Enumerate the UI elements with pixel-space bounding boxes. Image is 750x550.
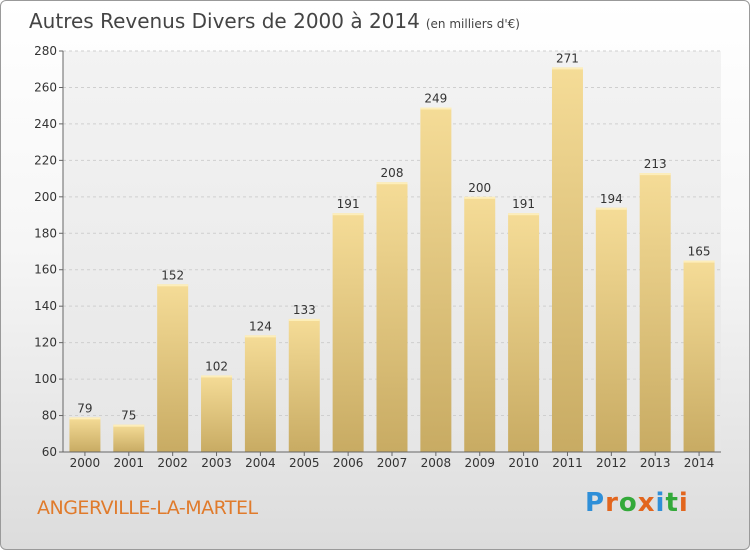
y-tick-label: 60: [42, 445, 57, 459]
x-tick-label: 2012: [596, 456, 627, 470]
data-label: 124: [249, 319, 272, 333]
proxiti-logo: Proxiti: [585, 488, 689, 518]
brand-letter: i: [678, 488, 689, 518]
chart-title: Autres Revenus Divers de 2000 à 2014 (en …: [29, 9, 520, 33]
bar: [639, 173, 671, 452]
bar-highlight: [683, 260, 715, 263]
y-tick-label: 220: [34, 153, 57, 167]
brand-letter: r: [605, 488, 619, 518]
bar: [420, 107, 452, 452]
data-label: 152: [161, 268, 184, 282]
data-label: 191: [337, 197, 360, 211]
data-label: 79: [77, 401, 92, 415]
y-tick-label: 200: [34, 190, 57, 204]
bar-highlight: [551, 67, 583, 70]
y-tick-label: 120: [34, 336, 57, 350]
bar: [508, 213, 540, 452]
y-tick-label: 100: [34, 372, 57, 386]
x-tick-label: 2007: [377, 456, 408, 470]
x-tick-label: 2006: [333, 456, 364, 470]
bar: [157, 284, 189, 452]
bar-highlight: [332, 213, 364, 216]
x-tick-label: 2010: [508, 456, 539, 470]
chart-title-text: Autres Revenus Divers de 2000 à 2014: [29, 9, 420, 33]
place-name: ANGERVILLE-LA-MARTEL: [37, 497, 258, 519]
bar: [376, 182, 408, 452]
chart-subtitle: (en milliers d'€): [425, 17, 520, 31]
bar: [288, 318, 320, 452]
x-tick-label: 2004: [245, 456, 276, 470]
bar-highlight: [244, 335, 276, 338]
x-tick-label: 2013: [640, 456, 671, 470]
data-label: 194: [600, 192, 623, 206]
bar-highlight: [508, 213, 540, 216]
x-tick-label: 2008: [421, 456, 452, 470]
bar: [464, 196, 496, 452]
y-tick-label: 260: [34, 80, 57, 94]
data-label: 75: [121, 409, 136, 423]
bar: [683, 260, 715, 452]
y-tick-label: 160: [34, 263, 57, 277]
data-label: 208: [381, 166, 404, 180]
bar-highlight: [157, 284, 189, 287]
brand-letter: t: [665, 488, 679, 518]
y-tick-label: 140: [34, 299, 57, 313]
x-tick-label: 2001: [114, 456, 145, 470]
bar: [595, 207, 627, 452]
bar-highlight: [69, 417, 101, 420]
data-label: 165: [688, 245, 711, 259]
y-tick-label: 180: [34, 226, 57, 240]
brand-letter: o: [618, 488, 638, 518]
bar: [244, 335, 276, 452]
data-label: 249: [424, 92, 447, 106]
brand-letter: P: [585, 488, 606, 518]
data-label: 213: [644, 157, 667, 171]
brand-letter: i: [655, 488, 666, 518]
y-tick-label: 80: [42, 409, 57, 423]
y-tick-label: 240: [34, 117, 57, 131]
data-label: 191: [512, 197, 535, 211]
data-label: 102: [205, 359, 228, 373]
bar-highlight: [464, 196, 496, 199]
x-tick-label: 2000: [70, 456, 101, 470]
bar-highlight: [376, 182, 408, 185]
x-axis-ticks: 2000 2001 2002 2003 2004 2005 2006 2007 2008 2009…: [70, 452, 715, 470]
x-tick-label: 2005: [289, 456, 320, 470]
bar-highlight: [639, 173, 671, 176]
bar: [113, 424, 145, 452]
bar: [551, 67, 583, 453]
bar-highlight: [595, 207, 627, 210]
bar-highlight: [113, 424, 145, 427]
x-tick-label: 2011: [552, 456, 583, 470]
x-tick-label: 2002: [157, 456, 188, 470]
y-tick-label: 280: [34, 44, 57, 58]
x-tick-label: 2014: [684, 456, 715, 470]
data-label: 200: [468, 181, 491, 195]
bar-highlight: [420, 107, 452, 110]
data-label: 133: [293, 303, 316, 317]
x-tick-label: 2003: [201, 456, 232, 470]
x-tick-label: 2009: [464, 456, 495, 470]
brand-letter: x: [637, 488, 656, 518]
bar: [332, 213, 364, 452]
bar-highlight: [288, 318, 320, 321]
bars: 79 75 152 102 124 133 191 208 249 200 191 271 194 213…: [69, 51, 715, 453]
data-label: 271: [556, 51, 579, 65]
bar: [69, 417, 101, 452]
bar-highlight: [201, 375, 233, 378]
y-axis-ticks: 60 80 100 120 140 160 180 200 220 240 260 280: [34, 44, 63, 459]
bar: [201, 375, 233, 452]
